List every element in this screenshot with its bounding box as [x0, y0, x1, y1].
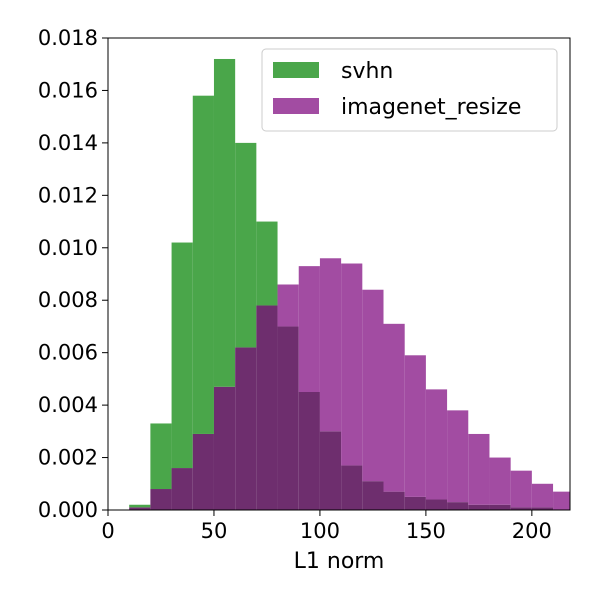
x-tick-label: 100 — [300, 519, 340, 543]
y-axis-ticks: 0.000 0.002 0.004 0.006 0.008 0.010 0.012 0.014… — [38, 26, 108, 522]
bar-imagenet-resize-bin-15 — [425, 389, 448, 500]
x-tick-label: 200 — [512, 519, 552, 543]
legend-label-svhn: svhn — [341, 59, 393, 84]
bar-imagenet-resize-bin-14 — [404, 355, 426, 497]
y-tick-label: 0.004 — [38, 393, 98, 417]
y-tick-label: 0.014 — [38, 131, 98, 155]
bar-overlap-bin-13 — [383, 491, 405, 510]
legend-box — [261, 48, 558, 132]
bar-svhn-bin-3 — [171, 242, 193, 469]
y-tick-label: 0.006 — [38, 341, 98, 365]
bar-svhn-bin-7 — [256, 221, 278, 306]
bar-overlap-bin-17 — [468, 504, 490, 510]
y-tick-label: 0.010 — [38, 236, 98, 260]
bar-overlap-bin-9 — [298, 392, 320, 510]
y-tick-label: 0.018 — [38, 26, 98, 50]
legend: svhn imagenet_resize — [261, 48, 558, 132]
bar-overlap-bin-5 — [213, 386, 236, 510]
bar-imagenet-resize-bin-8 — [277, 284, 299, 327]
bar-imagenet-resize-bin-20 — [531, 483, 554, 508]
bar-overlap-bin-8 — [277, 326, 299, 510]
bar-overlap-bin-19 — [510, 507, 532, 510]
y-tick-label: 0.008 — [38, 288, 98, 312]
bar-overlap-bin-20 — [531, 507, 554, 510]
bar-overlap-bin-10 — [319, 431, 342, 510]
bar-imagenet-resize-bin-16 — [447, 410, 469, 503]
bar-svhn-bin-1 — [129, 504, 151, 508]
y-tick-label: 0.000 — [38, 498, 98, 522]
bar-imagenet-resize-bin-21 — [553, 491, 570, 510]
legend-swatch-svhn — [273, 62, 319, 78]
plot-frame — [107, 37, 571, 511]
bar-overlap-bin-16 — [447, 502, 469, 510]
x-tick-label: 150 — [406, 519, 446, 543]
bar-svhn-bin-5 — [213, 58, 236, 387]
bar-overlap-bin-12 — [362, 481, 384, 510]
bar-overlap-bin-14 — [404, 496, 426, 510]
bar-overlap-bin-3 — [171, 468, 193, 510]
legend-swatch-imagenet-resize — [273, 98, 319, 114]
histogram-bars — [129, 58, 570, 510]
bar-overlap-bin-7 — [256, 305, 278, 510]
bar-overlap-bin-6 — [235, 347, 257, 510]
bar-imagenet-resize-bin-17 — [468, 433, 490, 505]
bar-overlap-bin-4 — [192, 433, 214, 510]
bar-overlap-bin-15 — [425, 499, 448, 510]
bar-overlap-bin-18 — [489, 504, 511, 510]
bar-imagenet-resize-bin-18 — [489, 457, 511, 505]
y-tick-label: 0.012 — [38, 183, 98, 207]
x-tick-label: 50 — [201, 519, 228, 543]
bar-overlap-bin-1 — [129, 507, 151, 510]
bar-imagenet-resize-bin-12 — [362, 289, 384, 482]
bar-imagenet-resize-bin-11 — [341, 263, 363, 466]
bar-imagenet-resize-bin-19 — [510, 470, 532, 508]
x-tick-label: 0 — [101, 519, 114, 543]
bar-imagenet-resize-bin-9 — [298, 266, 320, 392]
y-tick-label: 0.002 — [38, 446, 98, 470]
x-axis-label: L1 norm — [294, 549, 385, 574]
bar-imagenet-resize-bin-13 — [383, 323, 405, 492]
bar-overlap-bin-11 — [341, 465, 363, 510]
legend-label-imagenet-resize: imagenet_resize — [341, 95, 521, 120]
bar-imagenet-resize-bin-10 — [319, 258, 342, 432]
bar-svhn-bin-2 — [150, 423, 172, 490]
bar-svhn-bin-4 — [192, 95, 214, 434]
bar-svhn-bin-6 — [235, 142, 257, 348]
y-tick-label: 0.016 — [38, 78, 98, 102]
bar-overlap-bin-2 — [150, 489, 172, 510]
x-axis-ticks: 0 50 100 150 200 — [101, 510, 552, 543]
